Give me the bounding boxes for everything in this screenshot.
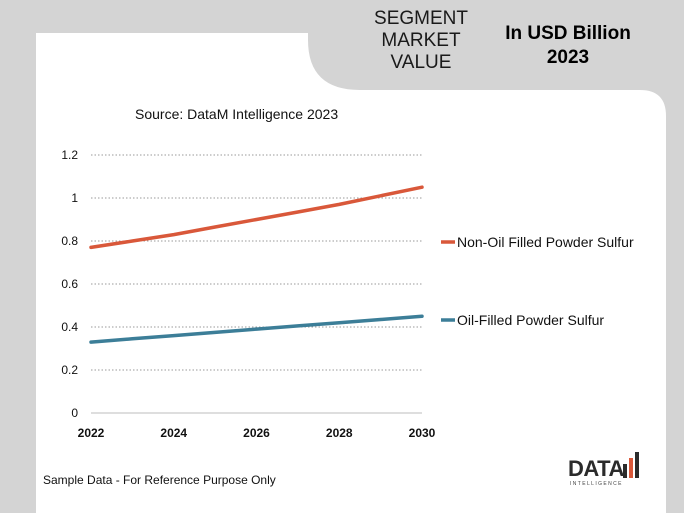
x-tick-label: 2024 (160, 426, 187, 440)
x-tick-label: 2026 (243, 426, 270, 440)
x-tick-label: 2030 (409, 426, 436, 440)
title-line: VALUE (390, 52, 452, 73)
y-tick-label: 1 (71, 191, 78, 205)
title-line: MARKET (381, 30, 461, 51)
source-text: Source: DataM Intelligence 2023 (135, 106, 339, 122)
series-line (89, 314, 424, 344)
y-tick-label: 1.2 (61, 148, 78, 162)
legend-label: Non-Oil Filled Powder Sulfur (457, 234, 634, 250)
x-tick-label: 2022 (78, 426, 105, 440)
legend-label: Oil-Filled Powder Sulfur (457, 312, 604, 328)
series-line (89, 185, 424, 250)
y-tick-label: 0.8 (61, 234, 78, 248)
datam-logo: DATA INTELLIGENCE (568, 450, 648, 490)
unit-label: In USD Billion 2023 (505, 22, 631, 70)
y-tick-label: 0.4 (61, 320, 78, 334)
logo-bars-icon (623, 452, 639, 478)
unit-line: 2023 (546, 47, 590, 68)
y-tick-label: 0 (71, 406, 78, 420)
title-line: SEGMENT (374, 8, 468, 29)
x-tick-label: 2028 (326, 426, 353, 440)
unit-line: In USD Billion (505, 23, 631, 44)
segment-market-value-title: SEGMENT MARKET VALUE (360, 8, 482, 74)
footer-note: Sample Data - For Reference Purpose Only (43, 473, 276, 487)
y-tick-label: 0.2 (61, 363, 78, 377)
y-tick-label: 0.6 (61, 277, 78, 291)
logo-subtitle: INTELLIGENCE (570, 481, 623, 487)
logo-word: DATA (568, 456, 624, 481)
